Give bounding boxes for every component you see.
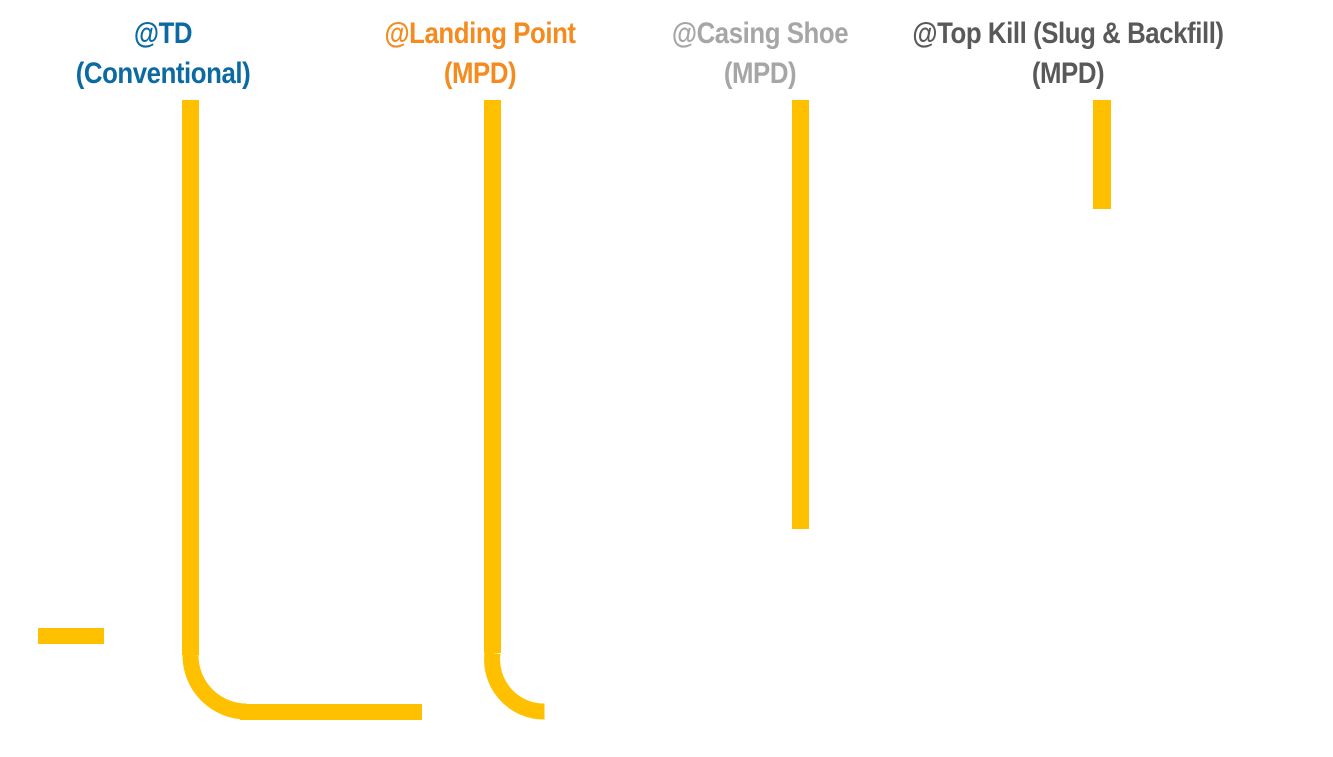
heading-td-line2: (Conventional) [75,57,251,90]
heading-casing-shoe-mpd: @Casing Shoe (MPD) [657,14,863,94]
well-td-build-curve [182,654,247,720]
well-casing-shoe-vertical-section [792,100,809,529]
heading-td-line1: @TD [133,17,193,50]
well-landing-build-curve [484,652,545,720]
heading-topkill-line2: (MPD) [1031,57,1105,90]
well-landing-vertical-section [484,100,501,653]
well-td-lateral-section [240,704,422,720]
heading-topkill-line1: @Top Kill (Slug & Backfill) [912,17,1224,50]
heading-casing-line2: (MPD) [723,57,797,90]
heading-td-conventional: @TD (Conventional) [73,14,254,94]
short-horizontal-bar [38,628,104,644]
heading-casing-line1: @Casing Shoe [671,17,849,50]
well-landing-point-mpd [484,100,545,720]
well-top-kill-vertical-section [1093,100,1111,209]
well-td-vertical-section [182,100,199,655]
heading-landing-line1: @Landing Point [384,17,576,50]
well-td-conventional [182,100,422,720]
heading-top-kill-mpd: @Top Kill (Slug & Backfill) (MPD) [905,14,1232,94]
heading-landing-point-mpd: @Landing Point (MPD) [368,14,592,94]
heading-landing-line2: (MPD) [443,57,517,90]
